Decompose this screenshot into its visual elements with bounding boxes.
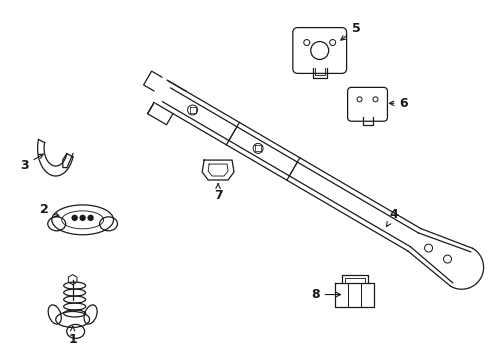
Text: 6: 6 [388, 97, 407, 110]
Circle shape [72, 215, 77, 220]
Text: 5: 5 [340, 22, 360, 40]
Text: 2: 2 [40, 203, 59, 216]
Text: 4: 4 [386, 208, 397, 227]
Circle shape [88, 215, 93, 220]
Text: 7: 7 [213, 184, 222, 202]
Circle shape [80, 215, 85, 220]
Text: 3: 3 [20, 154, 43, 172]
Text: 1: 1 [68, 327, 77, 346]
Text: 8: 8 [310, 288, 340, 301]
